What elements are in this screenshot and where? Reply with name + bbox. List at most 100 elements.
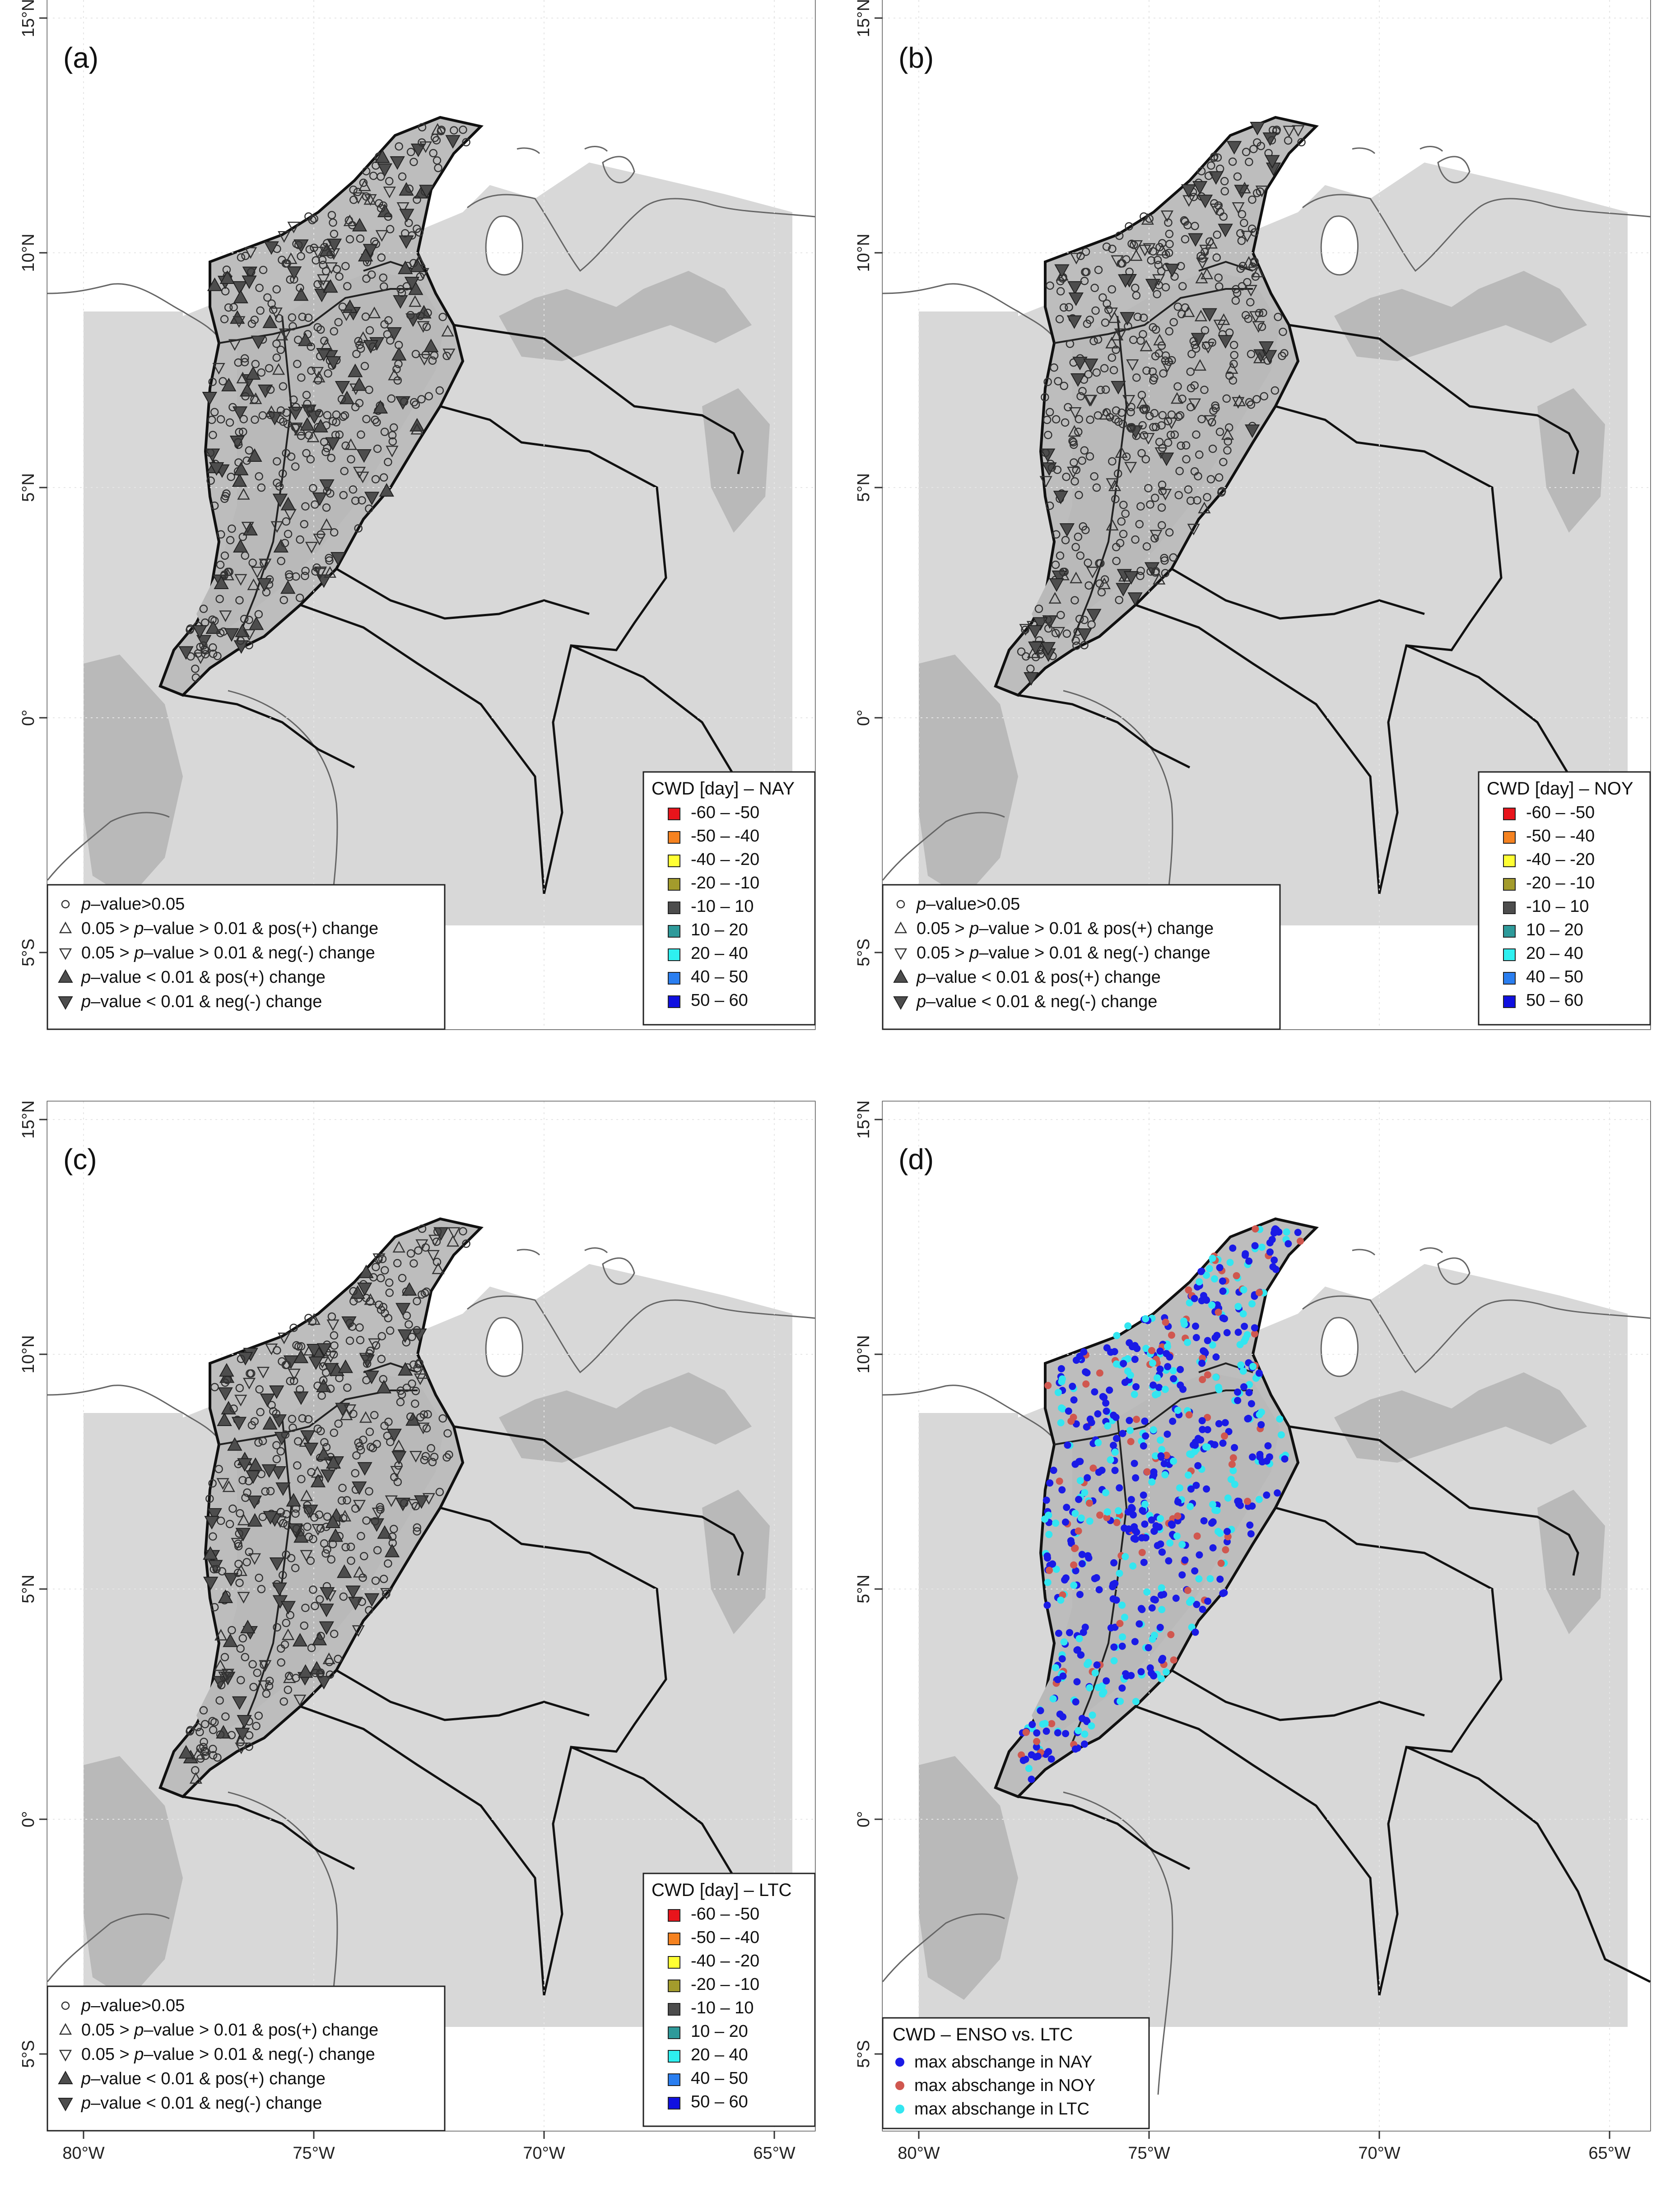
enso-station-dot [1136, 1620, 1143, 1628]
lat-tick-label: 0° [19, 710, 38, 726]
enso-station-dot [1089, 1711, 1096, 1719]
enso-station-dot [1208, 1301, 1216, 1309]
enso-station-dot [1054, 1729, 1061, 1737]
enso-station-dot [1163, 1343, 1171, 1350]
enso-station-dot [1176, 1484, 1183, 1492]
enso-station-dot [1157, 1540, 1164, 1548]
enso-legend-label: max abschange in NAY [914, 2053, 1092, 2072]
enso-station-dot [1072, 1698, 1080, 1705]
enso-station-dot [1056, 1478, 1063, 1485]
enso-station-dot [1255, 1369, 1263, 1377]
enso-station-dot [1118, 1684, 1126, 1692]
enso-station-dot [1033, 1738, 1041, 1745]
enso-station-dot [1055, 1629, 1062, 1637]
enso-station-dot [1133, 1416, 1140, 1423]
enso-station-dot [1246, 1381, 1253, 1389]
enso-station-dot [1018, 1751, 1025, 1759]
lat-tick-label: 5°N [19, 473, 38, 502]
enso-station-dot [1045, 1748, 1052, 1756]
enso-station-dot [1096, 1511, 1104, 1519]
enso-station-dot [1199, 1605, 1206, 1613]
enso-station-dot [1124, 1355, 1131, 1362]
lon-tick-label: 75°W [293, 2144, 335, 2163]
enso-station-dot [1177, 1381, 1184, 1389]
enso-station-dot [1212, 1353, 1220, 1361]
significance-legend-label: p–value < 0.01 & neg(-) change [916, 992, 1157, 1011]
enso-station-dot [1069, 1383, 1076, 1390]
enso-station-dot [1104, 1422, 1112, 1430]
enso-station-dot [1248, 1300, 1256, 1308]
enso-station-dot [1074, 1646, 1081, 1654]
enso-station-dot [1245, 1389, 1253, 1396]
enso-station-dot [1166, 1353, 1173, 1361]
enso-station-dot [1132, 1698, 1140, 1705]
enso-station-dot [1148, 1516, 1155, 1524]
enso-station-dot [1152, 1452, 1159, 1460]
enso-station-dot [1251, 1330, 1258, 1338]
enso-station-dot [1170, 1375, 1177, 1383]
enso-station-dot [1221, 1432, 1229, 1440]
enso-station-dot [1204, 1337, 1211, 1344]
enso-station-dot [1057, 1419, 1065, 1427]
enso-station-dot [1263, 1491, 1270, 1499]
lat-tick-label: 10°N [19, 1335, 38, 1374]
significance-legend-label: p–value < 0.01 & pos(+) change [81, 968, 326, 987]
range-legend-label: 20 – 40 [691, 944, 748, 963]
legend-swatch [1503, 948, 1516, 961]
enso-station-dot [1019, 1757, 1027, 1764]
enso-station-dot [1156, 1348, 1164, 1355]
enso-station-dot [1155, 1384, 1163, 1391]
enso-station-dot [1184, 1471, 1192, 1479]
enso-station-dot [1028, 1751, 1035, 1759]
enso-station-dot [1215, 1528, 1222, 1535]
significance-legend-label: 0.05 > p–value > 0.01 & neg(-) change [81, 943, 375, 962]
enso-station-dot [1131, 1459, 1138, 1467]
enso-station-dot [1281, 1455, 1289, 1463]
lon-tick-label: 80°W [62, 2144, 104, 2163]
enso-station-dot [1201, 1348, 1208, 1356]
enso-station-dot [1234, 1303, 1242, 1310]
significance-legend-label: p–value>0.05 [81, 895, 185, 914]
enso-station-dot [1109, 1595, 1117, 1603]
enso-station-dot [1237, 1361, 1245, 1369]
enso-station-dot [1242, 1250, 1249, 1258]
enso-station-dot [1091, 1388, 1098, 1396]
range-legend-label: -40 – -20 [691, 850, 759, 869]
enso-station-dot [1198, 1417, 1206, 1425]
enso-station-dot [1088, 1419, 1095, 1427]
enso-station-dot [1095, 1468, 1103, 1476]
enso-station-dot [1058, 1655, 1066, 1663]
enso-station-dot [1213, 1332, 1221, 1339]
enso-station-dot [1077, 1514, 1085, 1522]
legend-swatch [1503, 925, 1516, 938]
lat-tick-label: 0° [854, 710, 873, 726]
legend-swatch [668, 1956, 680, 1969]
enso-station-dot [1258, 1243, 1266, 1251]
lat-tick-label: 0° [19, 1811, 38, 1827]
enso-station-dot [1221, 1419, 1229, 1427]
enso-station-dot [1177, 1366, 1184, 1373]
enso-station-dot [1249, 1453, 1257, 1461]
enso-station-dot [1082, 1380, 1090, 1388]
enso-station-dot [1102, 1489, 1110, 1496]
enso-station-dot [1156, 1365, 1164, 1373]
legend-swatch [1503, 855, 1516, 867]
enso-station-dot [1169, 1367, 1177, 1375]
enso-station-dot [1131, 1356, 1139, 1363]
range-legend-label: -60 – -50 [691, 803, 759, 822]
legend-swatch [668, 948, 680, 961]
range-legend-label: -60 – -50 [1526, 803, 1595, 822]
enso-station-dot [1272, 1265, 1280, 1273]
enso-station-dot [1284, 1240, 1292, 1248]
enso-station-dot [1283, 1228, 1290, 1236]
significance-legend-label: p–value>0.05 [81, 1996, 185, 2015]
enso-station-dot [1204, 1413, 1211, 1421]
range-legend-label: 10 – 20 [1526, 920, 1583, 939]
enso-station-dot [1297, 1237, 1304, 1245]
enso-station-dot [1141, 1501, 1149, 1508]
enso-station-dot [1231, 1481, 1238, 1488]
enso-station-dot [1204, 1443, 1211, 1451]
longitude-axes: 80°W 75°W 70°W 65°W 80°W 75°W 70°W 65°W [62, 2131, 1631, 2163]
enso-station-dot [1124, 1322, 1132, 1330]
enso-station-dot [1239, 1367, 1247, 1375]
